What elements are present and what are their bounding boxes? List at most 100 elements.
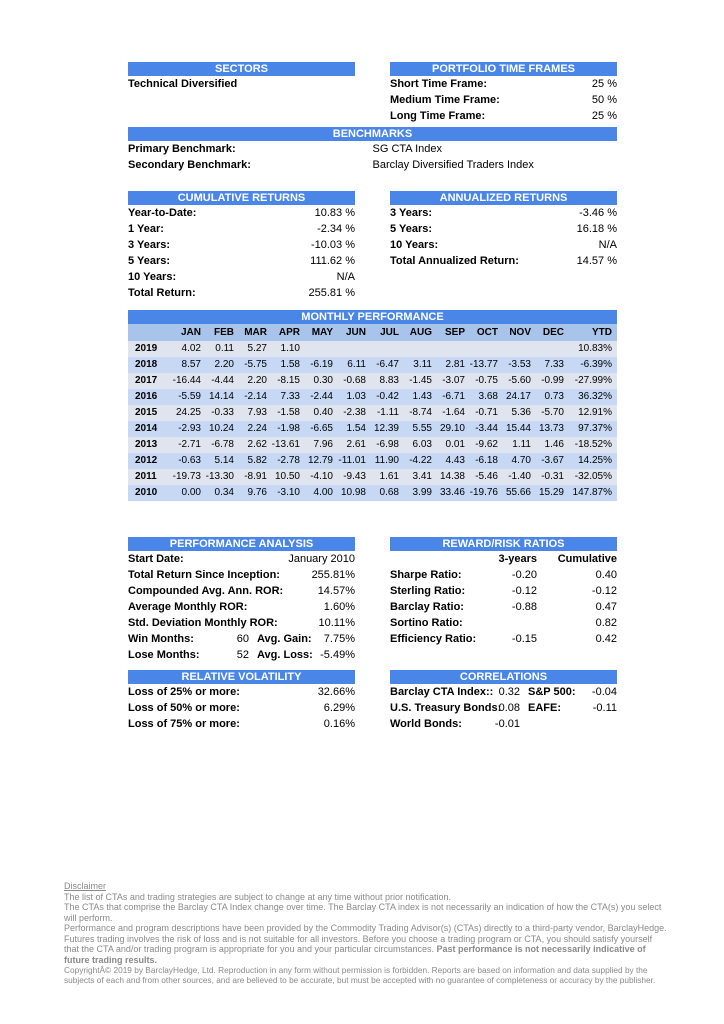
section-relative-volatility: RELATIVE VOLATILITY Loss of 25% or more:… — [128, 670, 355, 732]
month-cell: 0.00 — [181, 487, 201, 498]
year-cell: 2015 — [135, 407, 158, 418]
cumulative-column-header: Cumulative — [557, 553, 617, 565]
disclaimer-block: Disclaimer The list of CTAs and trading … — [64, 881, 668, 985]
month-cell: -8.74 — [409, 407, 432, 418]
month-cell — [498, 341, 531, 357]
copyright-text: CopyrightÂ© 2019 by BarclayHedge, Ltd. R… — [64, 965, 656, 985]
performance-analysis-row: Average Monthly ROR: 1.60% — [128, 599, 355, 615]
volatility-label: Loss of 25% or more: — [128, 686, 240, 698]
volatility-value: 32.66% — [317, 686, 355, 698]
correlation-row: Barclay CTA Index:: 0.32 S&P 500: -0.04 — [390, 684, 617, 700]
ytd-cell: -27.99% — [574, 375, 612, 386]
cumulative-return-row: 10 Years: N/A — [128, 269, 355, 285]
month-cell: 7.33 — [544, 359, 564, 370]
month-column-header: JAN — [180, 327, 201, 338]
monthly-performance-table-body: 2019 4.02 0.11 5.27 1.10 10.83% — [128, 341, 617, 501]
disclaimer-paragraph: The list of CTAs and trading strategies … — [64, 891, 452, 902]
month-cell: 2.24 — [247, 423, 267, 434]
volatility-row: Loss of 50% or more: 6.29% — [128, 700, 355, 716]
ratio-row: Sharpe Ratio: -0.20 0.40 — [390, 567, 617, 583]
section-annualized-returns: ANNUALIZED RETURNS 3 Years: -3.46 % 5 Ye… — [390, 191, 617, 269]
month-cell: 14.38 — [439, 471, 465, 482]
ratio-row: Sortino Ratio: 0.82 — [390, 615, 617, 631]
three-years-column-header: 3-years — [498, 553, 537, 565]
month-cell: 1.58 — [280, 359, 300, 370]
month-cell: 0.68 — [379, 487, 399, 498]
time-frame-row: Medium Time Frame: 50 % — [390, 92, 617, 108]
correlation-label-2: S&P 500: — [528, 686, 576, 698]
month-cell: 0.30 — [313, 375, 333, 386]
month-column-header: AUG — [409, 327, 432, 338]
month-cell: -2.71 — [178, 439, 201, 450]
volatility-value: 0.16% — [323, 718, 355, 730]
annualized-return-value: N/A — [598, 239, 617, 251]
month-cell: -0.33 — [211, 407, 234, 418]
month-cell: 0.11 — [215, 343, 234, 354]
performance-analysis-row: Start Date: January 2010 — [128, 551, 355, 567]
month-cell: -1.98 — [277, 423, 300, 434]
cumulative-return-row: Year-to-Date: 10.83 % — [128, 205, 355, 221]
month-cell: 7.96 — [313, 439, 333, 450]
year-cell: 2010 — [135, 487, 158, 498]
annualized-return-label: 10 Years: — [390, 239, 439, 251]
month-cell: -9.62 — [475, 439, 498, 450]
cumulative-return-value: N/A — [336, 271, 355, 283]
month-cell: 1.11 — [512, 439, 531, 450]
year-cell: 2011 — [135, 471, 157, 482]
time-frame-value: 25 % — [591, 110, 617, 122]
performance-analysis-label: Start Date: — [128, 553, 184, 565]
annualized-returns-rows: 3 Years: -3.46 % 5 Years: 16.18 % 10 Yea… — [390, 205, 617, 269]
month-cell: 5.55 — [412, 423, 432, 434]
benchmark-value: SG CTA Index — [372, 143, 443, 155]
month-cell: -0.75 — [475, 375, 498, 386]
month-cell: 7.93 — [247, 407, 267, 418]
month-cell: 6.03 — [412, 439, 432, 450]
monthly-performance-row: 2019 4.02 0.11 5.27 1.10 10.83% — [128, 341, 617, 357]
month-cell — [465, 341, 498, 357]
correlations-rows: Barclay CTA Index:: 0.32 S&P 500: -0.04 … — [390, 684, 617, 732]
month-cell: 55.66 — [505, 487, 531, 498]
month-cell: -2.78 — [277, 455, 300, 466]
month-column-header: MAR — [244, 327, 267, 338]
avg-value: 7.75% — [323, 633, 355, 645]
annualized-return-row: 3 Years: -3.46 % — [390, 205, 617, 221]
month-cell: -6.65 — [310, 423, 333, 434]
correlation-value: 0.32 — [498, 686, 520, 698]
annualized-return-label: Total Annualized Return: — [390, 255, 519, 267]
cumulative-return-label: 10 Years: — [128, 271, 177, 283]
month-cell: -0.31 — [541, 471, 564, 482]
monthly-performance-row: 2015 24.25 -0.33 7.93 -1.58 0.40 -2.38 -… — [128, 405, 617, 421]
performance-analysis-label: Std. Deviation Monthly ROR: — [128, 617, 278, 629]
disclaimer-text: Performance and program descriptions hav… — [64, 923, 667, 954]
month-cell: -6.19 — [310, 359, 333, 370]
month-cell: 24.17 — [505, 391, 531, 402]
section-monthly-performance: MONTHLY PERFORMANCE JAN FEB MAR APR MAY … — [128, 310, 617, 501]
month-cell: 29.10 — [439, 423, 465, 434]
volatility-label: Loss of 50% or more: — [128, 702, 240, 714]
months-label: Win Months: — [128, 633, 194, 645]
performance-analysis-label: Compounded Avg. Ann. ROR: — [128, 585, 284, 597]
ratio-row: Sterling Ratio: -0.12 -0.12 — [390, 583, 617, 599]
annualized-return-row: 10 Years: N/A — [390, 237, 617, 253]
month-column-header: DEC — [542, 327, 564, 338]
month-column-header: JUN — [345, 327, 366, 338]
ratio-label: Sterling Ratio: — [390, 585, 466, 597]
cumulative-return-label: 1 Year: — [128, 223, 164, 235]
month-cell: -6.47 — [376, 359, 399, 370]
months-count: 60 — [236, 633, 249, 645]
annualized-return-value: 14.57 % — [576, 255, 617, 267]
win-lose-months-row: Win Months: 60 Avg. Gain: 7.75% — [128, 631, 355, 647]
ratio-three-years-value: -0.12 — [511, 585, 537, 597]
time-frame-label: Medium Time Frame: — [390, 94, 500, 106]
ratio-cumulative-value: 0.42 — [595, 633, 617, 645]
ratio-row: Efficiency Ratio: -0.15 0.42 — [390, 631, 617, 647]
month-cell: -8.15 — [277, 375, 300, 386]
performance-analysis-value: 14.57% — [317, 585, 355, 597]
month-cell: -6.18 — [475, 455, 498, 466]
correlation-label: U.S. Treasury Bonds: — [390, 702, 502, 714]
correlation-label: Barclay CTA Index:: — [390, 686, 494, 698]
month-cell: 7.33 — [280, 391, 300, 402]
performance-analysis-rows: Start Date: January 2010 Total Return Si… — [128, 551, 355, 631]
correlations-header: CORRELATIONS — [390, 670, 617, 684]
correlation-value: -0.01 — [494, 718, 520, 730]
